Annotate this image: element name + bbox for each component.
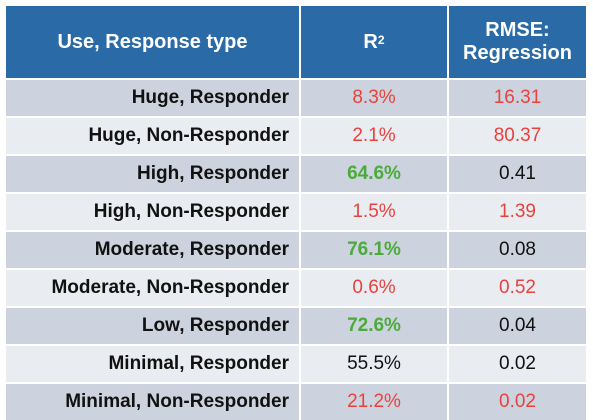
r-squared-value: 72.6% (299, 306, 448, 345)
header-rmse-line2: Regression (463, 42, 572, 64)
table-row: High, Non-Responder 1.5% 1.39 (6, 192, 586, 231)
row-label: High, Responder (6, 154, 300, 193)
results-table: Use, Response type R2 RMSE: Regression Hu… (6, 6, 586, 420)
table-row: High, Responder 64.6% 0.41 (6, 154, 586, 193)
table-header-row: Use, Response type R2 RMSE: Regression (6, 6, 586, 79)
r-squared-value: 21.2% (299, 382, 448, 420)
table-row: Minimal, Non-Responder 21.2% 0.02 (6, 382, 586, 420)
rmse-value: 16.31 (447, 78, 586, 117)
r-squared-value: 8.3% (299, 78, 448, 117)
rmse-value: 1.39 (447, 192, 586, 231)
r-squared-value: 76.1% (299, 230, 448, 269)
results-table-container: Use, Response type R2 RMSE: Regression Hu… (6, 6, 586, 420)
rmse-value: 0.08 (447, 230, 586, 269)
table-row: Moderate, Non-Responder 0.6% 0.52 (6, 268, 586, 307)
header-rmse-line1: RMSE: (485, 19, 550, 41)
rmse-value: 0.04 (447, 306, 586, 345)
row-label: Low, Responder (6, 306, 300, 345)
table-row: Huge, Responder 8.3% 16.31 (6, 78, 586, 117)
row-label: Huge, Non-Responder (6, 116, 300, 155)
row-label: High, Non-Responder (6, 192, 300, 231)
table-row: Low, Responder 72.6% 0.04 (6, 306, 586, 345)
header-rmse-regression: RMSE: Regression (447, 6, 586, 79)
header-r-squared: R2 (299, 6, 448, 79)
r-squared-value: 1.5% (299, 192, 448, 231)
rmse-value: 80.37 (447, 116, 586, 155)
rmse-value: 0.02 (447, 344, 586, 383)
rmse-value: 0.41 (447, 154, 586, 193)
r-squared-value: 0.6% (299, 268, 448, 307)
row-label: Moderate, Non-Responder (6, 268, 300, 307)
r-squared-value: 2.1% (299, 116, 448, 155)
rmse-value: 0.52 (447, 268, 586, 307)
header-r-base: R (363, 30, 378, 53)
rmse-value: 0.02 (447, 382, 586, 420)
table-row: Huge, Non-Responder 2.1% 80.37 (6, 116, 586, 155)
row-label: Huge, Responder (6, 78, 300, 117)
header-use-response-type: Use, Response type (6, 6, 300, 79)
r-squared-value: 55.5% (299, 344, 448, 383)
table-row: Minimal, Responder 55.5% 0.02 (6, 344, 586, 383)
row-label: Moderate, Responder (6, 230, 300, 269)
header-r-superscript: 2 (377, 32, 385, 47)
r-squared-value: 64.6% (299, 154, 448, 193)
row-label: Minimal, Non-Responder (6, 382, 300, 420)
table-row: Moderate, Responder 76.1% 0.08 (6, 230, 586, 269)
row-label: Minimal, Responder (6, 344, 300, 383)
table-body: Huge, Responder 8.3% 16.31 Huge, Non-Respon… (6, 78, 586, 420)
